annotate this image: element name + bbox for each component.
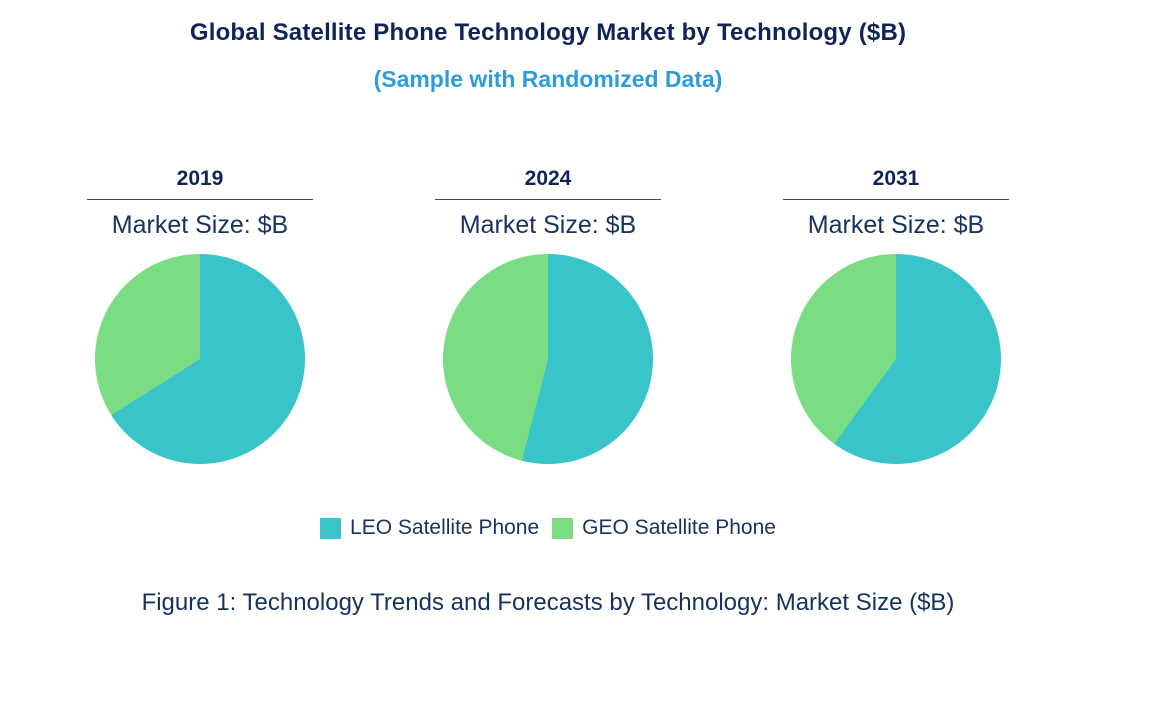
- chart-title: Global Satellite Phone Technology Market…: [189, 19, 907, 46]
- pie-column-2031: 2031 Market Size: $B: [722, 167, 1070, 464]
- year-label-2024: 2024: [435, 167, 661, 200]
- legend-item-leo: LEO Satellite Phone: [320, 516, 539, 540]
- figure-caption: Figure 1: Technology Trends and Forecast…: [141, 589, 955, 616]
- pie-column-2019: 2019 Market Size: $B: [26, 167, 374, 464]
- pie-chart-2019: [95, 254, 305, 464]
- geo-color-swatch: [552, 517, 574, 539]
- pie-columns: 2019 Market Size: $B 2024 Market Size: $…: [0, 167, 1096, 464]
- chart-subtitle: (Sample with Randomized Data): [373, 66, 723, 92]
- legend: LEO Satellite Phone GEO Satellite Phone: [0, 516, 1096, 540]
- pie-chart-2031: [791, 254, 1001, 464]
- legend-item-geo: GEO Satellite Phone: [552, 516, 776, 540]
- market-size-label-2019: Market Size: $B: [111, 211, 289, 239]
- pie-chart-2024: [443, 254, 653, 464]
- pie-column-2024: 2024 Market Size: $B: [374, 167, 722, 464]
- legend-label-geo: GEO Satellite Phone: [582, 516, 776, 539]
- year-label-2031: 2031: [783, 167, 1009, 200]
- market-size-label-2031: Market Size: $B: [807, 211, 985, 239]
- legend-label-leo: LEO Satellite Phone: [350, 516, 540, 539]
- chart-content: Global Satellite Phone Technology Market…: [0, 19, 1096, 616]
- leo-color-swatch: [320, 517, 342, 539]
- year-label-2019: 2019: [87, 167, 313, 200]
- market-size-label-2024: Market Size: $B: [459, 211, 637, 239]
